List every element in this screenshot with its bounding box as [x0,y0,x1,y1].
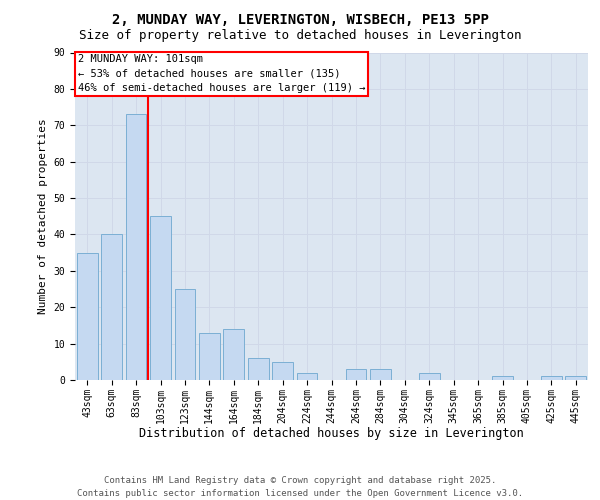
Bar [541,376,562,380]
Bar [175,289,196,380]
Bar [419,372,440,380]
Bar [150,216,171,380]
Bar [248,358,269,380]
Bar [101,234,122,380]
Text: 2, MUNDAY WAY, LEVERINGTON, WISBECH, PE13 5PP: 2, MUNDAY WAY, LEVERINGTON, WISBECH, PE1… [112,12,488,26]
Bar [272,362,293,380]
Bar [296,372,317,380]
Bar [125,114,146,380]
Bar [346,369,367,380]
Bar [199,332,220,380]
Text: Contains HM Land Registry data © Crown copyright and database right 2025.
Contai: Contains HM Land Registry data © Crown c… [77,476,523,498]
X-axis label: Distribution of detached houses by size in Leverington: Distribution of detached houses by size … [139,427,524,440]
Y-axis label: Number of detached properties: Number of detached properties [38,118,48,314]
Bar [77,252,98,380]
Bar [370,369,391,380]
Bar [492,376,513,380]
Bar [565,376,586,380]
Text: 2 MUNDAY WAY: 101sqm
← 53% of detached houses are smaller (135)
46% of semi-deta: 2 MUNDAY WAY: 101sqm ← 53% of detached h… [77,54,365,93]
Text: Size of property relative to detached houses in Leverington: Size of property relative to detached ho… [79,28,521,42]
Bar [223,329,244,380]
